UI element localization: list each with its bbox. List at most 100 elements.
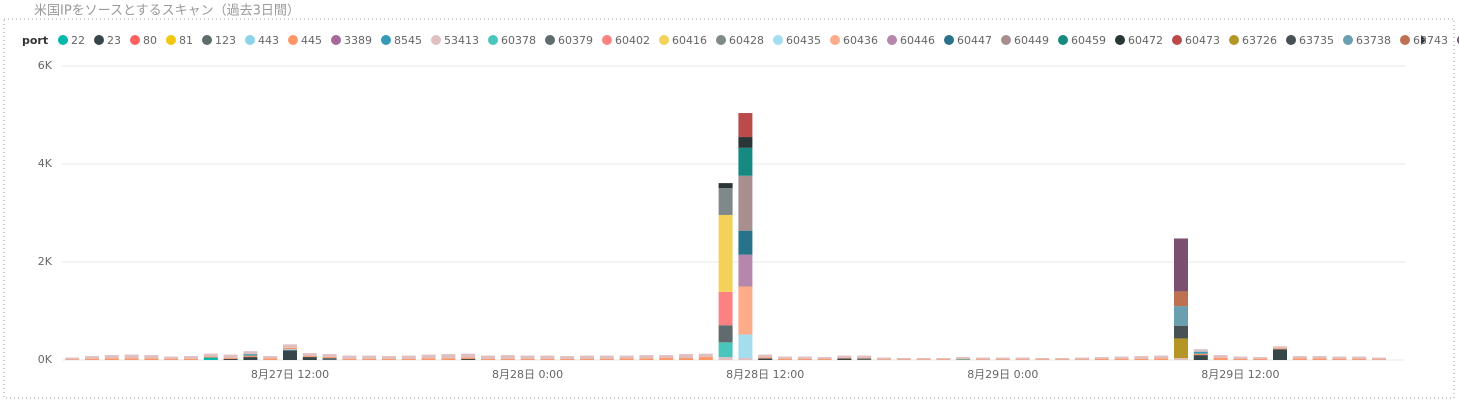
legend-label: 60459 bbox=[1071, 34, 1106, 47]
bar-segment bbox=[1292, 358, 1307, 360]
bar-segment bbox=[144, 355, 159, 359]
legend-label: 60379 bbox=[558, 34, 593, 47]
bar-segment bbox=[263, 358, 278, 360]
legend-scroll-arrow[interactable] bbox=[1421, 35, 1426, 45]
bar-segment bbox=[857, 355, 872, 359]
bar-segment bbox=[679, 358, 693, 360]
y-tick-label: 0K bbox=[38, 353, 53, 366]
legend-label: 3389 bbox=[344, 34, 372, 47]
bar-segment bbox=[322, 358, 337, 360]
bar-segment bbox=[698, 357, 713, 360]
bar-segment bbox=[738, 137, 753, 148]
bar-segment bbox=[302, 357, 317, 360]
bar-segment bbox=[401, 355, 416, 360]
bar-segment bbox=[896, 358, 911, 360]
legend-swatch bbox=[202, 35, 212, 45]
bar-segment bbox=[599, 355, 614, 360]
legend-label: 53413 bbox=[444, 34, 479, 47]
bar-segment bbox=[1332, 359, 1347, 360]
bar-segment bbox=[560, 359, 575, 360]
bar-segment bbox=[916, 358, 931, 360]
bar-segment bbox=[679, 354, 693, 359]
legend-label: 60416 bbox=[672, 34, 707, 47]
legend-label: 60449 bbox=[1014, 34, 1049, 47]
bar-segment bbox=[1055, 358, 1070, 360]
bar-segment bbox=[738, 113, 753, 138]
bar-segment bbox=[817, 359, 832, 360]
bar-segment bbox=[995, 357, 1010, 360]
bar-segment bbox=[1174, 325, 1188, 339]
bar-segment bbox=[659, 358, 674, 360]
bar-segment bbox=[758, 358, 773, 360]
bar-segment bbox=[738, 175, 753, 231]
bar-segment bbox=[1273, 349, 1287, 360]
bar-segment bbox=[302, 356, 317, 358]
bar-segment bbox=[223, 359, 238, 360]
legend-swatch bbox=[1172, 35, 1182, 45]
bar-segment bbox=[124, 354, 139, 359]
bar-segment bbox=[1352, 356, 1367, 360]
bar-segment bbox=[441, 358, 456, 360]
legend-swatch bbox=[545, 35, 555, 45]
bar-segment bbox=[1292, 356, 1307, 359]
legend-label: 60446 bbox=[900, 34, 935, 47]
bar-segment bbox=[1332, 356, 1347, 360]
bar-segment bbox=[85, 356, 99, 360]
bar-segment bbox=[461, 359, 476, 360]
legend-swatch bbox=[1001, 35, 1011, 45]
bar-segment bbox=[698, 353, 713, 358]
bar-segment bbox=[1174, 306, 1188, 326]
bar-segment bbox=[500, 359, 515, 360]
bar-segment bbox=[144, 358, 159, 360]
bar-segment bbox=[520, 359, 535, 360]
bar-segment bbox=[758, 357, 773, 359]
bar-segment bbox=[639, 358, 654, 360]
bar-segment bbox=[540, 355, 555, 360]
bar-segment bbox=[382, 359, 396, 360]
legend-swatch bbox=[245, 35, 255, 45]
bar-segment bbox=[401, 359, 416, 360]
bar-segment bbox=[580, 355, 594, 360]
bar-segment bbox=[283, 347, 297, 350]
legend-label: 63735 bbox=[1299, 34, 1334, 47]
bar-segment bbox=[243, 355, 258, 358]
bar-segment bbox=[837, 355, 852, 359]
bar-segment bbox=[322, 357, 337, 359]
bar-segment bbox=[857, 358, 872, 360]
bar-segment bbox=[797, 359, 812, 360]
bar-segment bbox=[243, 351, 258, 355]
y-tick-label: 2K bbox=[38, 255, 53, 268]
legend-label: 23 bbox=[107, 34, 121, 47]
bar-segment bbox=[778, 356, 792, 360]
bar-segment bbox=[1372, 357, 1386, 360]
bar-segment bbox=[619, 358, 634, 360]
x-tick-label: 8月28日 12:00 bbox=[726, 368, 804, 381]
bar-segment bbox=[263, 356, 278, 359]
bar-segment bbox=[718, 214, 733, 292]
bar-segment bbox=[1193, 349, 1208, 352]
legend-title: port bbox=[22, 34, 48, 47]
legend-label: 81 bbox=[179, 34, 193, 47]
bar-segment bbox=[342, 355, 357, 360]
bar-segment bbox=[1193, 351, 1208, 354]
legend-label: 60378 bbox=[501, 34, 536, 47]
bar-segment bbox=[580, 359, 594, 360]
legend-label: 60472 bbox=[1128, 34, 1163, 47]
bar-segment bbox=[936, 358, 951, 360]
bar-segment bbox=[560, 356, 575, 360]
bar-segment bbox=[85, 359, 99, 360]
bar-segment bbox=[1253, 357, 1268, 360]
bar-segment bbox=[738, 254, 753, 287]
bar-segment bbox=[203, 356, 218, 358]
bar-segment bbox=[1213, 355, 1228, 359]
bar-segment bbox=[877, 357, 891, 360]
bar-segment bbox=[184, 359, 198, 360]
bar-segment bbox=[738, 286, 753, 335]
bar-segment bbox=[481, 355, 495, 360]
bar-segment bbox=[1094, 359, 1109, 360]
legend-swatch bbox=[94, 35, 104, 45]
bar-segment bbox=[1213, 358, 1228, 360]
bar-segment bbox=[441, 354, 456, 359]
bar-segment bbox=[421, 354, 436, 359]
bar-segment bbox=[718, 325, 733, 343]
